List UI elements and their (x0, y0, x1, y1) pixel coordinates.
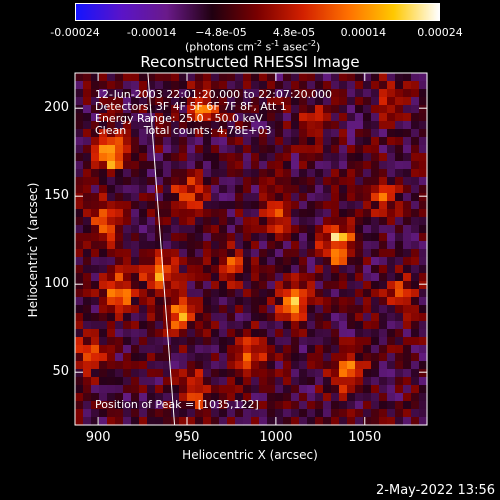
x-tick-label: 900 (85, 430, 111, 445)
plot-frame (74, 72, 428, 426)
heatmap-cells (75, 73, 428, 426)
x-tick-label: 950 (174, 430, 200, 445)
info-time-range: 12-Jun-2003 22:01:20.000 to 22:07:20.000 (95, 88, 333, 101)
chart-title: Reconstructed RHESSI Image (140, 53, 360, 71)
info-detectors: Detectors: 3F 4F 5F 6F 7F 8F, Att 1 (95, 100, 287, 113)
y-tick-label: 50 (52, 364, 69, 380)
info-energy-range: Energy Range: 25.0 - 50.0 keV (95, 112, 263, 125)
x-tick-label: 1000 (259, 430, 293, 445)
info-clean-counts: Clean Total counts: 4.78E+03 (95, 124, 272, 137)
colorbar-tick-label: 0.00024 (417, 26, 463, 39)
y-axis-label: Heliocentric Y (arcsec) (26, 182, 40, 318)
x-tick-label: 1050 (348, 430, 382, 445)
colorbar (75, 3, 440, 21)
colorbar-units: (photons cm-2 s-1 asec-2) (185, 39, 321, 54)
solar-limb-line (147, 72, 176, 426)
info-peak-position: Position of Peak = [1035,122] (95, 398, 259, 411)
colorbar-tick-label: -0.00024 (50, 26, 100, 39)
colorbar-tick-label: 0.00014 (340, 26, 387, 39)
x-axis-label: Heliocentric X (arcsec) (182, 448, 318, 462)
y-tick-label: 100 (44, 276, 69, 292)
footer-date: 2-May-2022 13:56 (376, 483, 495, 498)
colorbar-tick-label: -0.00014 (126, 26, 177, 39)
colorbar-tick-label: 4.8e-05 (272, 26, 316, 39)
colorbar-tick-label: −4.8e-05 (195, 26, 247, 39)
y-tick-label: 150 (44, 188, 69, 204)
y-tick-label: 200 (44, 100, 69, 116)
